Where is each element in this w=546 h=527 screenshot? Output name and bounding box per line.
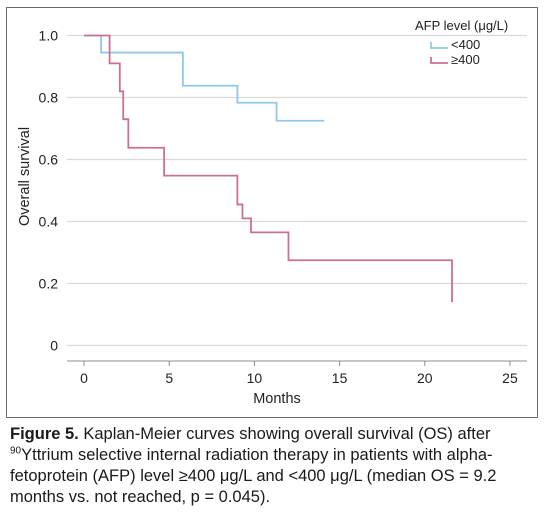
caption-text-b: Yttrium selective internal radiation the… (10, 446, 497, 506)
figure-panel: 0 5 10 15 20 25 0 0.2 0.4 0.6 0.8 1.0 Months Overall … (6, 7, 538, 418)
figure-caption: Figure 5. Kaplan-Meier curves showing ov… (10, 424, 538, 508)
legend-swatch-1 (430, 57, 448, 64)
legend-title: AFP level (μg/L) (415, 18, 508, 33)
legend-label-1: ≥400 (451, 52, 480, 67)
caption-text-a: Kaplan-Meier curves showing overall surv… (78, 425, 491, 443)
series-line-0 (84, 34, 325, 122)
x-tick-label-0: 0 (80, 370, 88, 386)
y-axis-title: Overall survival (17, 127, 33, 226)
km-chart: 0 5 10 15 20 25 0 0.2 0.4 0.6 0.8 1.0 Months Overall … (17, 18, 527, 407)
legend-label-0: <400 (451, 37, 480, 52)
x-tick-label-4: 20 (417, 370, 433, 386)
y-tick-label-4: 0.8 (39, 90, 59, 106)
x-axis-title: Months (253, 391, 301, 407)
y-tick-label-5: 1.0 (39, 28, 59, 44)
series-line-1 (84, 34, 453, 303)
caption-superscript: 90 (10, 445, 22, 457)
x-tick-label-5: 25 (502, 370, 518, 386)
y-tick-label-2: 0.4 (39, 214, 59, 230)
caption-label: Figure 5. (10, 425, 79, 443)
x-tick-label-1: 5 (165, 370, 173, 386)
legend-swatch-0 (430, 42, 448, 49)
x-tick-label-3: 15 (332, 370, 348, 386)
x-tick-label-2: 10 (247, 370, 263, 386)
y-tick-label-0: 0 (50, 338, 58, 354)
y-tick-label-3: 0.6 (39, 152, 59, 168)
y-tick-label-1: 0.2 (39, 276, 59, 292)
